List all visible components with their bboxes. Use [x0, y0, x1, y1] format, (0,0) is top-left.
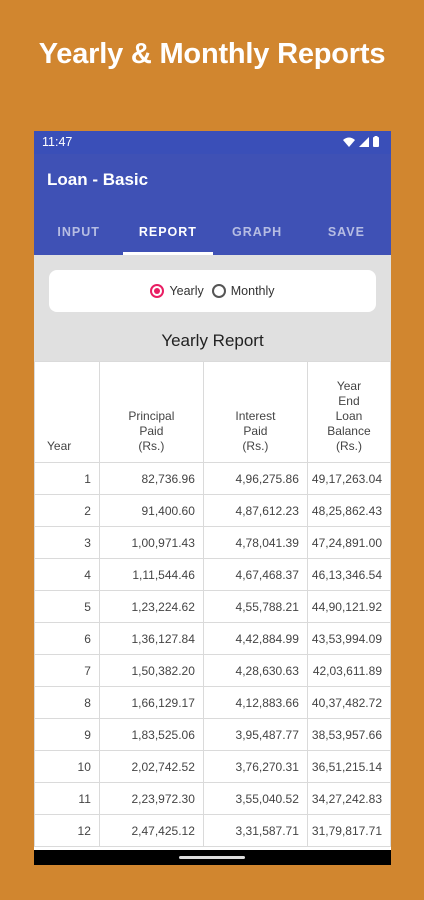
phone-screen: 11:47 Loan - Basic INPUT REPORT GRAPH SA… [34, 131, 391, 865]
cell-interest: 4,12,883.66 [202, 686, 308, 719]
table-row: 5 1,23,224.62 4,55,788.21 44,90,121.92 [34, 590, 391, 623]
table-row: 9 1,83,525.06 3,95,487.77 38,53,957.66 [34, 718, 391, 751]
cell-interest: 4,96,275.86 [202, 462, 308, 495]
cell-balance: 31,79,817.71 [306, 814, 391, 847]
cell-signal-icon [359, 136, 369, 147]
cell-balance: 46,13,346.54 [306, 558, 391, 591]
cell-principal: 1,66,129.17 [98, 686, 204, 719]
cell-balance: 40,37,482.72 [306, 686, 391, 719]
cell-year: 4 [34, 558, 100, 591]
cell-balance: 44,90,121.92 [306, 590, 391, 623]
yearly-option[interactable]: Yearly [150, 284, 204, 298]
cell-year: 8 [34, 686, 100, 719]
cell-interest: 4,42,884.99 [202, 622, 308, 655]
cell-year: 3 [34, 526, 100, 559]
cell-principal: 1,23,224.62 [98, 590, 204, 623]
status-time: 11:47 [42, 135, 73, 149]
cell-year: 12 [34, 814, 100, 847]
cell-principal: 2,47,425.12 [98, 814, 204, 847]
cell-balance: 47,24,891.00 [306, 526, 391, 559]
table-row: 6 1,36,127.84 4,42,884.99 43,53,994.09 [34, 622, 391, 655]
cell-balance: 34,27,242.83 [306, 782, 391, 815]
cell-year: 10 [34, 750, 100, 783]
cell-balance: 48,25,862.43 [306, 494, 391, 527]
cell-principal: 1,11,544.46 [98, 558, 204, 591]
cell-balance: 49,17,263.04 [306, 462, 391, 495]
cell-principal: 91,400.60 [98, 494, 204, 527]
cell-balance: 43,53,994.09 [306, 622, 391, 655]
cell-interest: 3,95,487.77 [202, 718, 308, 751]
cell-principal: 1,00,971.43 [98, 526, 204, 559]
cell-interest: 4,87,612.23 [202, 494, 308, 527]
cell-interest: 3,55,040.52 [202, 782, 308, 815]
table-row: 8 1,66,129.17 4,12,883.66 40,37,482.72 [34, 686, 391, 719]
cell-principal: 82,736.96 [98, 462, 204, 495]
cell-interest: 4,67,468.37 [202, 558, 308, 591]
tab-bar: INPUT REPORT GRAPH SAVE [34, 209, 391, 255]
table-row: 2 91,400.60 4,87,612.23 48,25,862.43 [34, 494, 391, 527]
cell-principal: 2,02,742.52 [98, 750, 204, 783]
report-type-toggle: Yearly Monthly [49, 270, 376, 312]
tab-save[interactable]: SAVE [327, 225, 365, 239]
cell-principal: 1,36,127.84 [98, 622, 204, 655]
header-balance: Year End Loan Balance (Rs.) [306, 361, 391, 463]
yearly-radio[interactable] [150, 284, 165, 298]
monthly-radio[interactable] [211, 284, 226, 298]
monthly-option[interactable]: Monthly [211, 284, 275, 298]
status-icons [343, 136, 379, 147]
cell-year: 5 [34, 590, 100, 623]
table-row: 11 2,23,972.30 3,55,040.52 34,27,242.83 [34, 782, 391, 815]
table-row: 1 82,736.96 4,96,275.86 49,17,263.04 [34, 462, 391, 495]
report-title: Yearly Report [161, 331, 264, 350]
header-interest: Interest Paid (Rs.) [202, 361, 308, 463]
cell-principal: 1,83,525.06 [98, 718, 204, 751]
table-row: 3 1,00,971.43 4,78,041.39 47,24,891.00 [34, 526, 391, 559]
cell-year: 6 [34, 622, 100, 655]
table-row: 12 2,47,425.12 3,31,587.71 31,79,817.71 [34, 814, 391, 847]
table-row: 7 1,50,382.20 4,28,630.63 42,03,611.89 [34, 654, 391, 687]
tab-report[interactable]: REPORT [123, 209, 213, 255]
status-bar: 11:47 [34, 131, 391, 154]
cell-year: 7 [34, 654, 100, 687]
cell-interest: 4,28,630.63 [202, 654, 308, 687]
table-row: 4 1,11,544.46 4,67,468.37 46,13,346.54 [34, 558, 391, 591]
cell-principal: 2,23,972.30 [98, 782, 204, 815]
header-year: Year [34, 361, 100, 463]
cell-interest: 3,76,270.31 [202, 750, 308, 783]
cell-year: 9 [34, 718, 100, 751]
home-gesture-handle[interactable] [179, 856, 245, 859]
app-bar: Loan - Basic INPUT REPORT GRAPH SAVE [34, 154, 391, 255]
cell-principal: 1,50,382.20 [98, 654, 204, 687]
cell-balance: 36,51,215.14 [306, 750, 391, 783]
cell-balance: 42,03,611.89 [306, 654, 391, 687]
cell-interest: 3,31,587.71 [202, 814, 308, 847]
app-title: Loan - Basic [47, 170, 149, 189]
tab-graph[interactable]: GRAPH [232, 225, 283, 239]
promo-title: Yearly & Monthly Reports [38, 38, 386, 70]
cell-year: 2 [34, 494, 100, 527]
yearly-label: Yearly [169, 284, 204, 298]
tab-input[interactable]: INPUT [57, 225, 100, 239]
battery-icon [373, 136, 379, 147]
table-row: 10 2,02,742.52 3,76,270.31 36,51,215.14 [34, 750, 391, 783]
monthly-label: Monthly [230, 284, 275, 298]
report-header-area: Yearly Monthly Yearly Report [34, 255, 391, 361]
cell-interest: 4,55,788.21 [202, 590, 308, 623]
table-header-row: Year Principal Paid (Rs.) Interest Paid … [34, 361, 391, 463]
yearly-report-table: Year Principal Paid (Rs.) Interest Paid … [34, 361, 391, 847]
cell-year: 11 [34, 782, 100, 815]
wifi-icon [343, 137, 355, 147]
cell-year: 1 [34, 462, 100, 495]
system-nav-bar [34, 850, 391, 865]
header-principal: Principal Paid (Rs.) [98, 361, 204, 463]
cell-balance: 38,53,957.66 [306, 718, 391, 751]
cell-interest: 4,78,041.39 [202, 526, 308, 559]
